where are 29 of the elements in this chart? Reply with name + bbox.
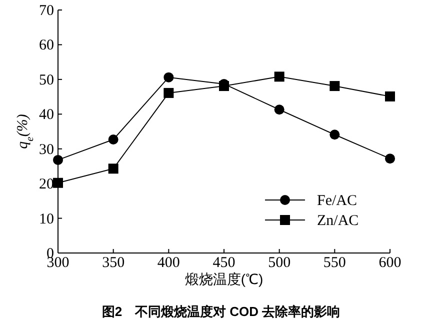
point	[108, 164, 118, 174]
point	[330, 130, 340, 140]
y-tick-label: 70	[39, 3, 54, 19]
y-tick-label: 50	[39, 72, 54, 88]
x-tick-label: 400	[157, 255, 180, 271]
point	[385, 154, 395, 164]
x-axis-title: 煅烧温度(℃)	[184, 271, 264, 287]
y-tick-label: 30	[39, 142, 54, 158]
y-tick-label: 10	[39, 211, 54, 228]
point	[53, 154, 63, 165]
y-tick-label: 40	[39, 107, 54, 124]
point	[108, 134, 118, 144]
point	[385, 91, 395, 102]
point	[53, 178, 63, 188]
caption: 图2 不同煅烧温度对 COD 去除率的影响	[102, 304, 340, 319]
y-tick-label: 20	[39, 176, 54, 193]
point	[164, 72, 174, 82]
legend-label: Zn/AC	[317, 213, 359, 229]
x-tick-label: 550	[323, 255, 346, 271]
point	[274, 104, 284, 115]
x-tick-label: 350	[102, 255, 125, 271]
point	[274, 72, 284, 82]
y-tick-label: 60	[39, 38, 54, 54]
x-tick-label: 500	[268, 255, 291, 271]
x-tick-label: 450	[212, 255, 236, 271]
legend-label: Fe/AC	[317, 193, 358, 209]
point	[330, 81, 340, 92]
point	[164, 88, 174, 98]
x-tick-label: 600	[378, 255, 402, 271]
